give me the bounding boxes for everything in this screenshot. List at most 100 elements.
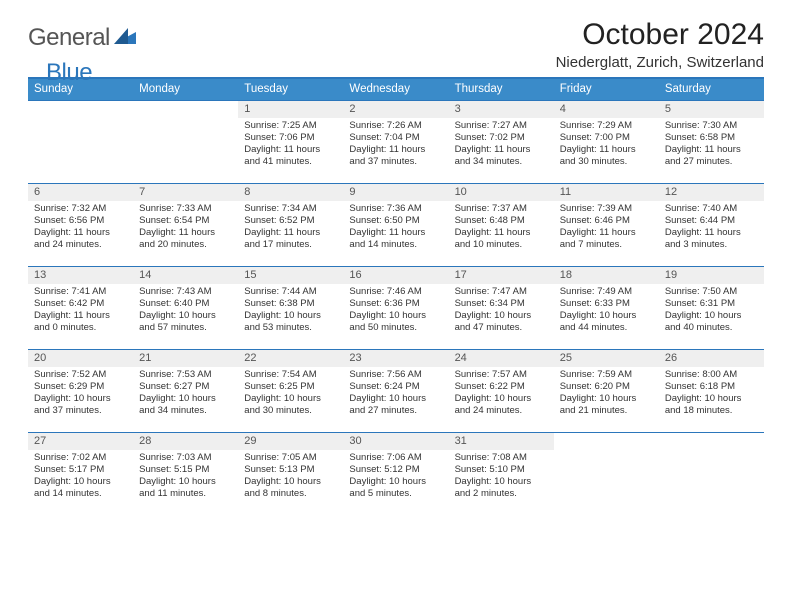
sunrise-text: Sunrise: 7:50 AM bbox=[665, 286, 758, 298]
sunrise-text: Sunrise: 7:49 AM bbox=[560, 286, 653, 298]
day-cell: 12Sunrise: 7:40 AMSunset: 6:44 PMDayligh… bbox=[659, 184, 764, 266]
sunrise-text: Sunrise: 7:53 AM bbox=[139, 369, 232, 381]
day-number bbox=[133, 101, 238, 106]
day-body: Sunrise: 7:40 AMSunset: 6:44 PMDaylight:… bbox=[659, 201, 764, 255]
day-number: 6 bbox=[28, 184, 133, 201]
day-number: 21 bbox=[133, 350, 238, 367]
day-number: 1 bbox=[238, 101, 343, 118]
day-number: 3 bbox=[449, 101, 554, 118]
day-body: Sunrise: 8:00 AMSunset: 6:18 PMDaylight:… bbox=[659, 367, 764, 421]
daylight-text: Daylight: 11 hours and 30 minutes. bbox=[560, 144, 653, 168]
daylight-text: Daylight: 10 hours and 47 minutes. bbox=[455, 310, 548, 334]
sunrise-text: Sunrise: 7:59 AM bbox=[560, 369, 653, 381]
weekday-friday: Friday bbox=[554, 79, 659, 100]
sunset-text: Sunset: 6:38 PM bbox=[244, 298, 337, 310]
daylight-text: Daylight: 10 hours and 5 minutes. bbox=[349, 476, 442, 500]
day-body: Sunrise: 7:37 AMSunset: 6:48 PMDaylight:… bbox=[449, 201, 554, 255]
day-cell: 30Sunrise: 7:06 AMSunset: 5:12 PMDayligh… bbox=[343, 433, 448, 515]
sunrise-text: Sunrise: 7:03 AM bbox=[139, 452, 232, 464]
day-cell: 17Sunrise: 7:47 AMSunset: 6:34 PMDayligh… bbox=[449, 267, 554, 349]
day-number: 18 bbox=[554, 267, 659, 284]
day-body: Sunrise: 7:52 AMSunset: 6:29 PMDaylight:… bbox=[28, 367, 133, 421]
day-cell: 16Sunrise: 7:46 AMSunset: 6:36 PMDayligh… bbox=[343, 267, 448, 349]
daylight-text: Daylight: 11 hours and 20 minutes. bbox=[139, 227, 232, 251]
sunset-text: Sunset: 5:12 PM bbox=[349, 464, 442, 476]
sunrise-text: Sunrise: 7:02 AM bbox=[34, 452, 127, 464]
brand-mark-icon bbox=[114, 26, 136, 49]
page-title: October 2024 bbox=[556, 18, 764, 52]
sunset-text: Sunset: 7:02 PM bbox=[455, 132, 548, 144]
sunset-text: Sunset: 6:29 PM bbox=[34, 381, 127, 393]
sunrise-text: Sunrise: 7:47 AM bbox=[455, 286, 548, 298]
sunrise-text: Sunrise: 7:57 AM bbox=[455, 369, 548, 381]
day-body: Sunrise: 7:33 AMSunset: 6:54 PMDaylight:… bbox=[133, 201, 238, 255]
day-number: 14 bbox=[133, 267, 238, 284]
day-number bbox=[659, 433, 764, 438]
day-number: 4 bbox=[554, 101, 659, 118]
sunrise-text: Sunrise: 7:41 AM bbox=[34, 286, 127, 298]
day-cell: 15Sunrise: 7:44 AMSunset: 6:38 PMDayligh… bbox=[238, 267, 343, 349]
sunrise-text: Sunrise: 7:46 AM bbox=[349, 286, 442, 298]
sunset-text: Sunset: 5:10 PM bbox=[455, 464, 548, 476]
day-cell: 22Sunrise: 7:54 AMSunset: 6:25 PMDayligh… bbox=[238, 350, 343, 432]
sunset-text: Sunset: 7:06 PM bbox=[244, 132, 337, 144]
day-body: Sunrise: 7:25 AMSunset: 7:06 PMDaylight:… bbox=[238, 118, 343, 172]
day-cell: 2Sunrise: 7:26 AMSunset: 7:04 PMDaylight… bbox=[343, 101, 448, 183]
sunrise-text: Sunrise: 7:39 AM bbox=[560, 203, 653, 215]
day-cell: 24Sunrise: 7:57 AMSunset: 6:22 PMDayligh… bbox=[449, 350, 554, 432]
page-subtitle: Niederglatt, Zurich, Switzerland bbox=[556, 54, 764, 71]
day-body: Sunrise: 7:39 AMSunset: 6:46 PMDaylight:… bbox=[554, 201, 659, 255]
day-cell: 19Sunrise: 7:50 AMSunset: 6:31 PMDayligh… bbox=[659, 267, 764, 349]
day-cell: 10Sunrise: 7:37 AMSunset: 6:48 PMDayligh… bbox=[449, 184, 554, 266]
title-block: October 2024 Niederglatt, Zurich, Switze… bbox=[556, 18, 764, 71]
day-body: Sunrise: 7:46 AMSunset: 6:36 PMDaylight:… bbox=[343, 284, 448, 338]
day-cell: 25Sunrise: 7:59 AMSunset: 6:20 PMDayligh… bbox=[554, 350, 659, 432]
day-body: Sunrise: 7:57 AMSunset: 6:22 PMDaylight:… bbox=[449, 367, 554, 421]
daylight-text: Daylight: 11 hours and 0 minutes. bbox=[34, 310, 127, 334]
day-body: Sunrise: 7:41 AMSunset: 6:42 PMDaylight:… bbox=[28, 284, 133, 338]
day-body: Sunrise: 7:56 AMSunset: 6:24 PMDaylight:… bbox=[343, 367, 448, 421]
sunset-text: Sunset: 6:27 PM bbox=[139, 381, 232, 393]
calendar: Sunday Monday Tuesday Wednesday Thursday… bbox=[28, 77, 764, 515]
sunset-text: Sunset: 6:52 PM bbox=[244, 215, 337, 227]
sunrise-text: Sunrise: 8:00 AM bbox=[665, 369, 758, 381]
sunset-text: Sunset: 6:25 PM bbox=[244, 381, 337, 393]
day-cell: 26Sunrise: 8:00 AMSunset: 6:18 PMDayligh… bbox=[659, 350, 764, 432]
daylight-text: Daylight: 11 hours and 41 minutes. bbox=[244, 144, 337, 168]
week-row: 27Sunrise: 7:02 AMSunset: 5:17 PMDayligh… bbox=[28, 432, 764, 515]
sunset-text: Sunset: 6:40 PM bbox=[139, 298, 232, 310]
daylight-text: Daylight: 11 hours and 24 minutes. bbox=[34, 227, 127, 251]
day-cell bbox=[28, 101, 133, 183]
daylight-text: Daylight: 10 hours and 27 minutes. bbox=[349, 393, 442, 417]
day-body: Sunrise: 7:06 AMSunset: 5:12 PMDaylight:… bbox=[343, 450, 448, 504]
day-body: Sunrise: 7:03 AMSunset: 5:15 PMDaylight:… bbox=[133, 450, 238, 504]
daylight-text: Daylight: 11 hours and 34 minutes. bbox=[455, 144, 548, 168]
sunset-text: Sunset: 6:50 PM bbox=[349, 215, 442, 227]
day-cell bbox=[554, 433, 659, 515]
day-cell: 5Sunrise: 7:30 AMSunset: 6:58 PMDaylight… bbox=[659, 101, 764, 183]
daylight-text: Daylight: 10 hours and 24 minutes. bbox=[455, 393, 548, 417]
sunset-text: Sunset: 6:34 PM bbox=[455, 298, 548, 310]
sunset-text: Sunset: 6:58 PM bbox=[665, 132, 758, 144]
day-cell: 21Sunrise: 7:53 AMSunset: 6:27 PMDayligh… bbox=[133, 350, 238, 432]
day-body: Sunrise: 7:05 AMSunset: 5:13 PMDaylight:… bbox=[238, 450, 343, 504]
calendar-page: General October 2024 Niederglatt, Zurich… bbox=[0, 0, 792, 535]
day-number: 25 bbox=[554, 350, 659, 367]
day-cell: 13Sunrise: 7:41 AMSunset: 6:42 PMDayligh… bbox=[28, 267, 133, 349]
sunset-text: Sunset: 6:48 PM bbox=[455, 215, 548, 227]
day-number: 12 bbox=[659, 184, 764, 201]
sunrise-text: Sunrise: 7:08 AM bbox=[455, 452, 548, 464]
sunrise-text: Sunrise: 7:40 AM bbox=[665, 203, 758, 215]
day-cell: 6Sunrise: 7:32 AMSunset: 6:56 PMDaylight… bbox=[28, 184, 133, 266]
day-cell: 4Sunrise: 7:29 AMSunset: 7:00 PMDaylight… bbox=[554, 101, 659, 183]
sunrise-text: Sunrise: 7:06 AM bbox=[349, 452, 442, 464]
sunset-text: Sunset: 6:22 PM bbox=[455, 381, 548, 393]
day-cell: 9Sunrise: 7:36 AMSunset: 6:50 PMDaylight… bbox=[343, 184, 448, 266]
day-number: 16 bbox=[343, 267, 448, 284]
brand-part2: Blue bbox=[46, 59, 92, 87]
day-number: 26 bbox=[659, 350, 764, 367]
daylight-text: Daylight: 10 hours and 11 minutes. bbox=[139, 476, 232, 500]
sunrise-text: Sunrise: 7:56 AM bbox=[349, 369, 442, 381]
day-body: Sunrise: 7:49 AMSunset: 6:33 PMDaylight:… bbox=[554, 284, 659, 338]
day-body: Sunrise: 7:32 AMSunset: 6:56 PMDaylight:… bbox=[28, 201, 133, 255]
